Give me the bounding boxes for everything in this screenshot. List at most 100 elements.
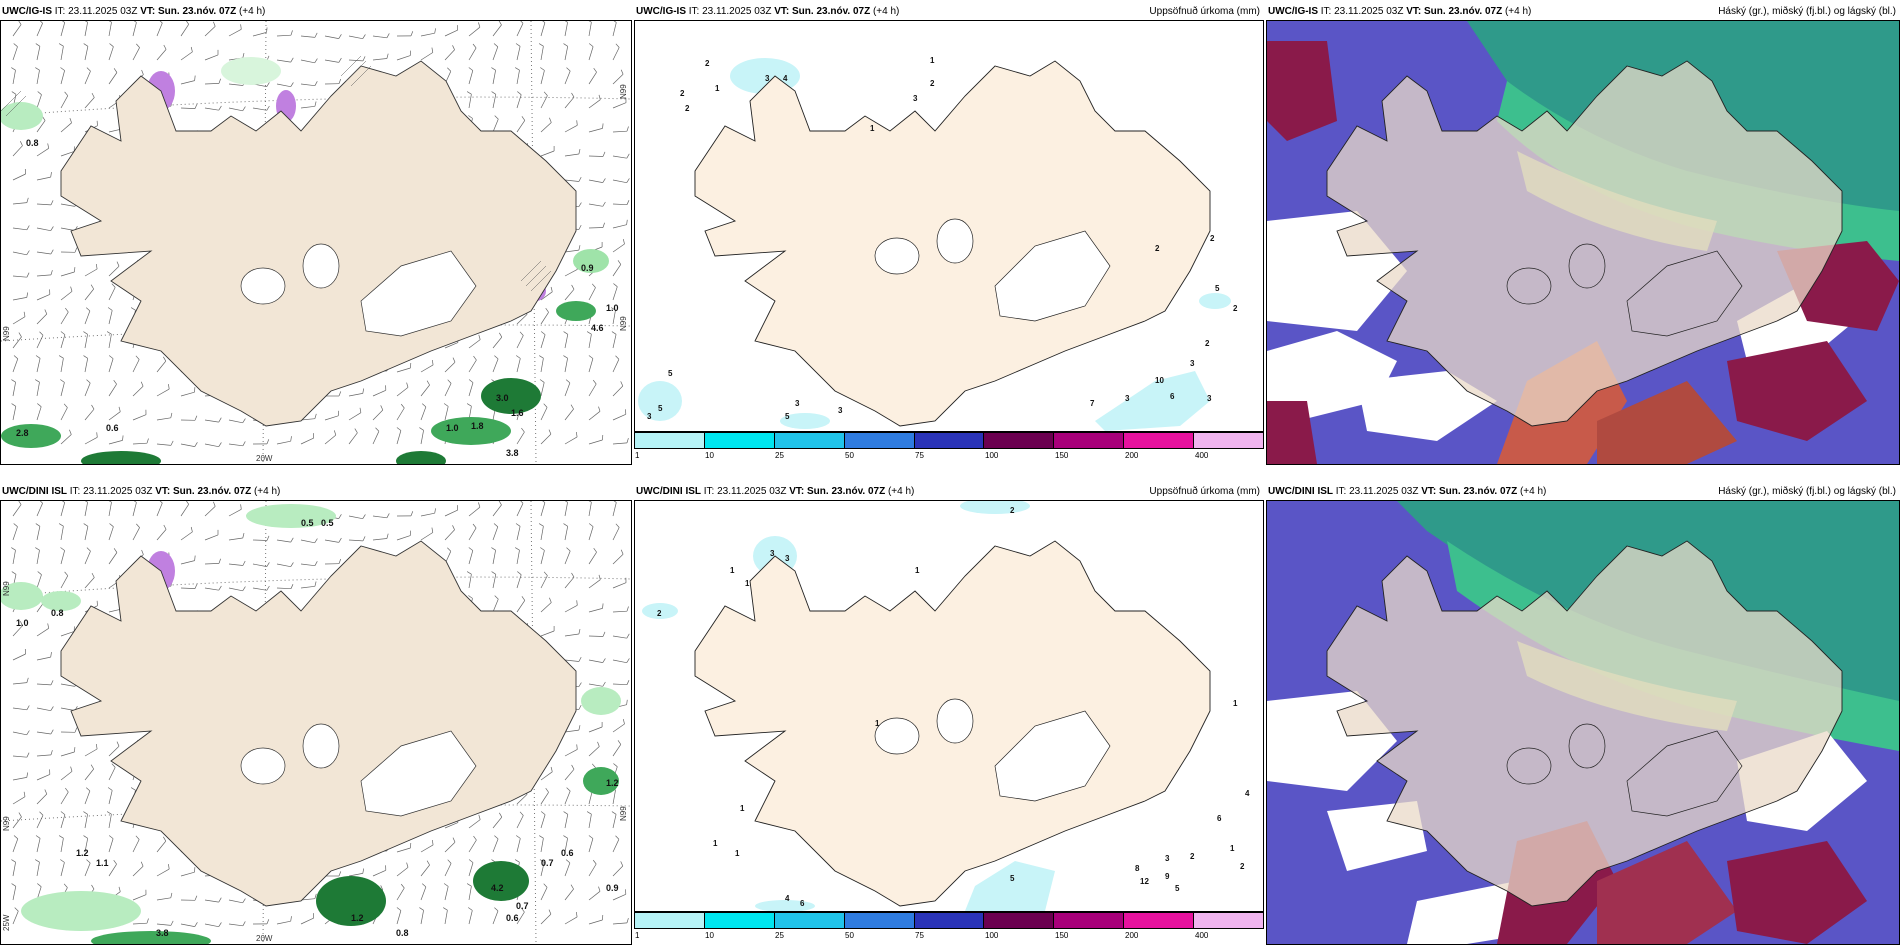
wind-barb-flag: [50, 200, 54, 206]
val-label: 1: [730, 566, 735, 575]
wind-barb: [468, 47, 477, 61]
wind-barb: [444, 529, 455, 541]
wind-barb-flag: [597, 741, 600, 747]
wind-barb: [84, 436, 98, 445]
wind-barb: [588, 411, 601, 421]
it-value: 23.11.2025 03Z: [83, 486, 153, 497]
wind-barb: [540, 122, 552, 133]
wind-barb: [492, 526, 499, 541]
wind-barb: [36, 120, 46, 133]
wind-barb-flag: [447, 67, 452, 72]
wind-barb: [84, 288, 94, 301]
map-frame[interactable]: 0.5 0.5 0.8 1.0 1.2 1.1 0.6 0.7 0.9 1.2 …: [0, 500, 632, 945]
wind-barb: [276, 34, 292, 37]
wind-barb: [564, 814, 569, 829]
wind-barb-flag: [14, 907, 19, 912]
wind-barb-flag: [107, 787, 113, 791]
wind-barb-flag: [611, 307, 616, 311]
wind-barb: [84, 70, 91, 85]
wind-barb: [612, 130, 628, 133]
val-label: 1.1: [96, 858, 109, 868]
wind-barb-flag: [602, 631, 606, 637]
wind-barb: [612, 179, 627, 184]
map-frame[interactable]: 2 3 3 1 1 2 1 1 1 1 4 6 1 5 1 8 3: [634, 500, 1264, 912]
wind-barb-flag: [472, 43, 477, 49]
wind-barb: [132, 47, 140, 61]
wind-barb-flag: [86, 547, 91, 552]
wind-barb: [84, 334, 88, 349]
wind-barb: [180, 587, 196, 589]
wind-barb-flag: [50, 750, 53, 755]
lead-time: (+4 h): [253, 486, 281, 497]
wind-barb: [12, 297, 27, 301]
wind-barb: [564, 502, 568, 517]
wind-barb: [300, 437, 314, 445]
wind-barb-flag: [542, 501, 546, 503]
wind-barb: [180, 80, 195, 85]
wind-barb: [588, 891, 601, 901]
wind-barb: [588, 155, 604, 157]
wind-barb: [420, 532, 433, 541]
wind-barb-flag: [400, 403, 405, 409]
wind-barb: [228, 28, 242, 37]
vt-label: VT:: [155, 486, 171, 497]
wind-barb-flag: [406, 382, 409, 388]
panel-wind-bottom: UWC/DINI ISL IT: 23.11.2025 03Z VT: Sun.…: [0, 480, 632, 950]
map-canvas: 0.5 0.5 0.8 1.0 1.2 1.1 0.6 0.7 0.9 1.2 …: [1, 501, 631, 944]
wind-barb-flag: [338, 391, 342, 397]
val-label: 3.8: [506, 448, 519, 458]
map-canvas: [1267, 501, 1899, 944]
map-frame[interactable]: 1 2 2 2 1 3 4 2 3 1 2 2 5 2 3 2 5: [634, 20, 1264, 432]
wind-barb-flag: [242, 921, 246, 926]
wind-barb-flag: [141, 549, 144, 555]
wind-barb: [564, 769, 575, 781]
wind-barb-flag: [113, 859, 117, 865]
wind-barb-flag: [130, 307, 136, 311]
wind-barb-flag: [626, 680, 630, 685]
wind-barb: [180, 107, 196, 109]
wind-barb-flag: [60, 331, 66, 335]
wind-barb: [348, 432, 358, 445]
val-label: 2: [685, 104, 690, 113]
wind-barb: [372, 409, 384, 421]
val-label: 2: [1240, 862, 1245, 871]
wind-barb-flag: [452, 357, 456, 363]
wind-barb-flag: [565, 379, 571, 384]
wind-barb: [420, 886, 427, 901]
wind-barb-flag: [194, 583, 198, 589]
wind-barb: [468, 862, 474, 877]
wind-barb-flag: [194, 555, 196, 561]
wind-barb-flag: [338, 34, 342, 39]
wind-barb-flag: [626, 918, 629, 923]
wind-barb: [108, 411, 121, 421]
map-frame[interactable]: [1266, 500, 1900, 945]
map-frame[interactable]: 0.8 0.9 1.0 4.6 0.6 3.0 1.8 1.0 1.6 3.8 …: [0, 20, 632, 465]
wind-barb: [420, 910, 424, 925]
wind-barb-flag: [602, 123, 604, 129]
wind-barb: [612, 243, 625, 253]
wind-barb-flag: [517, 91, 522, 95]
wind-barb-flag: [468, 859, 474, 863]
wind-barb: [156, 22, 163, 37]
wind-barb-flag: [550, 766, 553, 772]
wind-barb: [420, 844, 434, 853]
wind-barb: [420, 384, 430, 397]
wind-barb-flag: [135, 835, 140, 840]
wind-barb: [516, 46, 521, 61]
wind-barb-flag: [468, 595, 473, 599]
wind-barb-flag: [598, 406, 601, 412]
wind-barb: [516, 120, 526, 133]
wind-barb-flag: [163, 524, 167, 530]
wind-barb-flag: [447, 859, 452, 864]
wind-barb-flag: [314, 81, 318, 86]
model-name: UWC/IG-IS: [2, 6, 52, 17]
wind-barb-flag: [69, 429, 72, 435]
colorbar-swatch: [635, 433, 705, 448]
map-frame[interactable]: [1266, 20, 1900, 465]
wind-barb-flag: [168, 864, 170, 870]
wind-barb: [108, 790, 113, 805]
wind-barb: [588, 863, 597, 877]
wind-barb: [516, 94, 522, 109]
wind-barb: [204, 107, 219, 111]
wind-barb-flag: [26, 730, 30, 735]
